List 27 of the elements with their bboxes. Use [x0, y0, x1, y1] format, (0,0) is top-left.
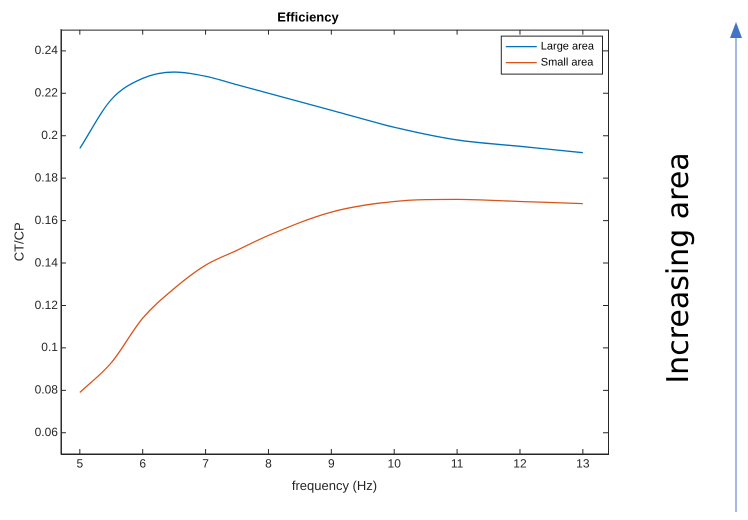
x-tick-label: 7	[202, 456, 210, 471]
legend-label: Small area	[540, 56, 594, 69]
y-axis-title: CT/CP	[11, 222, 26, 262]
x-tick-label: 6	[139, 456, 146, 471]
x-tick-label: 12	[513, 456, 527, 471]
x-tick-label: 5	[76, 456, 84, 471]
x-axis-title: frequency (Hz)	[292, 478, 378, 493]
y-tick-label: 0.08	[34, 382, 58, 397]
y-tick-label: 0.18	[34, 170, 58, 184]
x-tick-label: 8	[265, 456, 272, 471]
y-tick-label: 0.2	[41, 128, 58, 142]
chart-title: Efficiency	[277, 9, 340, 24]
x-tick-label: 13	[576, 456, 590, 471]
line-series	[79, 71, 584, 154]
y-tick-label: 0.12	[34, 298, 58, 312]
x-tick-label: 11	[450, 456, 464, 471]
line-series	[79, 198, 584, 394]
y-tick-label: 0.16	[34, 212, 58, 227]
y-tick-label: 0.22	[34, 86, 58, 100]
x-tick-label: 10	[388, 456, 402, 471]
y-tick-label: 0.14	[34, 255, 58, 270]
text: Increasing area	[660, 151, 696, 386]
y-tick-label: 0.24	[34, 43, 58, 58]
legend-label: Large area	[540, 40, 595, 53]
y-tick-label: 0.1	[41, 340, 58, 354]
y-tick-label: 0.06	[34, 425, 58, 440]
x-tick-label: 9	[328, 456, 335, 471]
